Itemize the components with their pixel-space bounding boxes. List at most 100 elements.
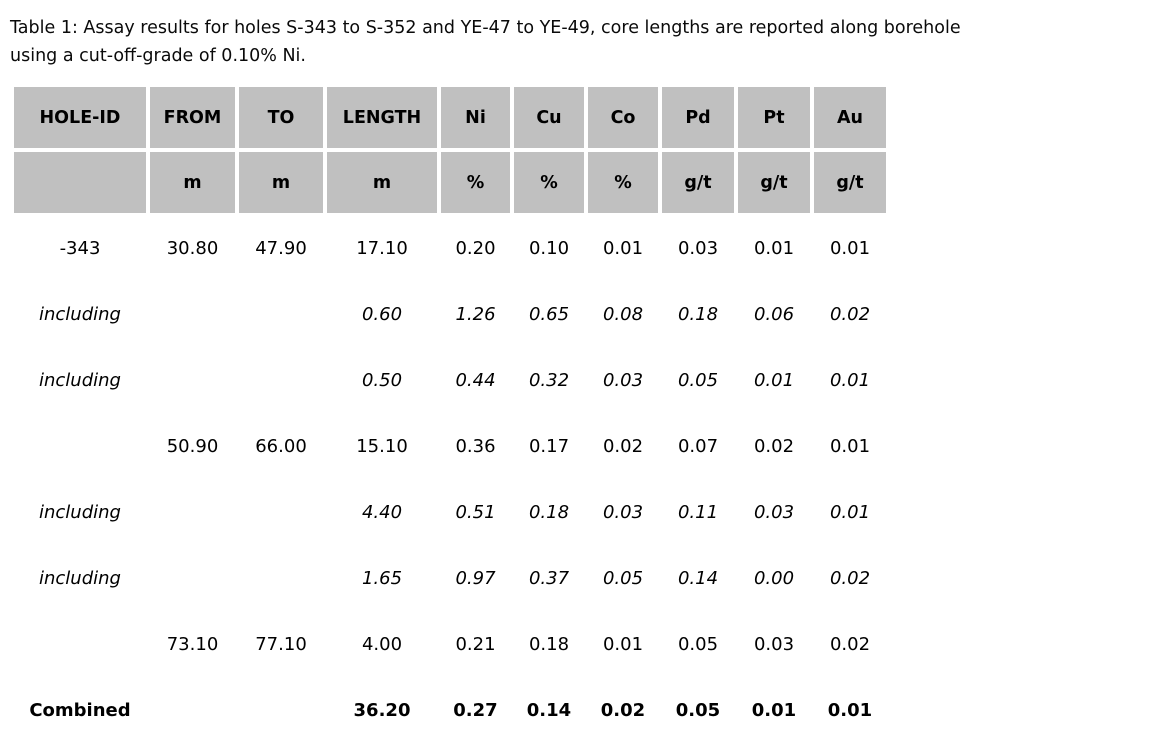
table-cell: 66.00 xyxy=(239,415,323,477)
table-row: Combined 36.20 0.27 0.14 0.02 0.05 0.01 0.01 xyxy=(14,679,886,741)
assay-table-body: -343 30.80 47.90 17.10 0.20 0.10 0.01 0.03 0.01 0… xyxy=(14,217,886,741)
table-cell xyxy=(239,679,323,741)
table-cell xyxy=(150,547,235,609)
table-row: 50.90 66.00 15.10 0.36 0.17 0.02 0.07 0.02 0.01 xyxy=(14,415,886,477)
table-row: including 0.60 1.26 0.65 0.08 0.18 0.06 0.02 xyxy=(14,283,886,345)
column-header-cu: Cu xyxy=(514,87,584,148)
table-cell: 0.03 xyxy=(662,217,734,279)
unit-cu: % xyxy=(514,152,584,213)
table-cell: 0.03 xyxy=(738,481,810,543)
table-cell: 0.65 xyxy=(514,283,584,345)
table-cell: 0.02 xyxy=(588,679,658,741)
column-header-co: Co xyxy=(588,87,658,148)
table-cell: -343 xyxy=(14,217,146,279)
table-cell xyxy=(150,481,235,543)
table-cell: 0.03 xyxy=(738,613,810,675)
table-cell: Combined xyxy=(14,679,146,741)
table-cell: 0.01 xyxy=(588,217,658,279)
unit-pt: g/t xyxy=(738,152,810,213)
unit-hole-id xyxy=(14,152,146,213)
assay-table-header: HOLE-ID FROM TO LENGTH Ni Cu Co Pd Pt Au… xyxy=(14,87,886,213)
table-cell: 0.01 xyxy=(738,679,810,741)
table-cell: 0.10 xyxy=(514,217,584,279)
table-cell: 0.02 xyxy=(814,283,886,345)
table-cell: 1.26 xyxy=(441,283,510,345)
table-caption-line-2: using a cut-off-grade of 0.10% Ni. xyxy=(10,46,306,66)
header-unit-row: m m m % % % g/t g/t g/t xyxy=(14,152,886,213)
table-cell xyxy=(14,415,146,477)
table-row: including 4.40 0.51 0.18 0.03 0.11 0.03 0.01 xyxy=(14,481,886,543)
table-cell: 0.27 xyxy=(441,679,510,741)
table-cell: including xyxy=(14,547,146,609)
table-cell: 0.97 xyxy=(441,547,510,609)
table-cell: 0.20 xyxy=(441,217,510,279)
table-cell: 0.01 xyxy=(814,349,886,411)
table-cell: 0.07 xyxy=(662,415,734,477)
table-cell: 0.05 xyxy=(662,613,734,675)
table-cell: 0.01 xyxy=(814,415,886,477)
column-header-pd: Pd xyxy=(662,87,734,148)
table-cell: 0.51 xyxy=(441,481,510,543)
table-cell: 0.14 xyxy=(514,679,584,741)
table-cell: 0.18 xyxy=(514,613,584,675)
table-cell: 0.03 xyxy=(588,349,658,411)
table-row: including 1.65 0.97 0.37 0.05 0.14 0.00 0.02 xyxy=(14,547,886,609)
table-cell: 0.02 xyxy=(588,415,658,477)
unit-from: m xyxy=(150,152,235,213)
column-header-length: LENGTH xyxy=(327,87,437,148)
table-cell: 36.20 xyxy=(327,679,437,741)
table-row: 73.10 77.10 4.00 0.21 0.18 0.01 0.05 0.03 0.02 xyxy=(14,613,886,675)
unit-to: m xyxy=(239,152,323,213)
table-cell: 0.44 xyxy=(441,349,510,411)
table-cell xyxy=(150,349,235,411)
table-cell: 0.06 xyxy=(738,283,810,345)
table-row: -343 30.80 47.90 17.10 0.20 0.10 0.01 0.03 0.01 0… xyxy=(14,217,886,279)
unit-co: % xyxy=(588,152,658,213)
table-cell xyxy=(239,349,323,411)
table-cell: 0.17 xyxy=(514,415,584,477)
table-cell: 0.05 xyxy=(588,547,658,609)
table-cell: 73.10 xyxy=(150,613,235,675)
table-cell: 0.36 xyxy=(441,415,510,477)
column-header-from: FROM xyxy=(150,87,235,148)
table-cell: 4.40 xyxy=(327,481,437,543)
column-header-to: TO xyxy=(239,87,323,148)
unit-pd: g/t xyxy=(662,152,734,213)
table-row: including 0.50 0.44 0.32 0.03 0.05 0.01 0.01 xyxy=(14,349,886,411)
table-cell: 0.11 xyxy=(662,481,734,543)
table-cell: 0.05 xyxy=(662,349,734,411)
unit-ni: % xyxy=(441,152,510,213)
column-header-pt: Pt xyxy=(738,87,810,148)
table-cell: 50.90 xyxy=(150,415,235,477)
table-cell: including xyxy=(14,283,146,345)
table-cell: 0.50 xyxy=(327,349,437,411)
unit-au: g/t xyxy=(814,152,886,213)
table-cell: 0.32 xyxy=(514,349,584,411)
table-cell: 0.08 xyxy=(588,283,658,345)
table-cell: 0.02 xyxy=(814,547,886,609)
table-cell: 0.00 xyxy=(738,547,810,609)
column-header-hole-id: HOLE-ID xyxy=(14,87,146,148)
table-caption: Table 1: Assay results for holes S-343 t… xyxy=(10,14,1139,70)
table-cell: 1.65 xyxy=(327,547,437,609)
table-cell: 0.02 xyxy=(814,613,886,675)
table-cell: 77.10 xyxy=(239,613,323,675)
table-cell: 17.10 xyxy=(327,217,437,279)
column-header-au: Au xyxy=(814,87,886,148)
table-cell xyxy=(239,481,323,543)
table-cell: 0.18 xyxy=(662,283,734,345)
table-cell: 0.18 xyxy=(514,481,584,543)
table-cell: 0.01 xyxy=(738,217,810,279)
unit-length: m xyxy=(327,152,437,213)
column-header-ni: Ni xyxy=(441,87,510,148)
table-cell: 0.14 xyxy=(662,547,734,609)
table-cell: 15.10 xyxy=(327,415,437,477)
table-cell: 0.37 xyxy=(514,547,584,609)
table-cell xyxy=(150,679,235,741)
table-cell: 0.01 xyxy=(814,481,886,543)
table-cell: 4.00 xyxy=(327,613,437,675)
table-cell: including xyxy=(14,349,146,411)
table-cell xyxy=(239,283,323,345)
table-cell: 0.02 xyxy=(738,415,810,477)
table-cell: 0.01 xyxy=(814,217,886,279)
